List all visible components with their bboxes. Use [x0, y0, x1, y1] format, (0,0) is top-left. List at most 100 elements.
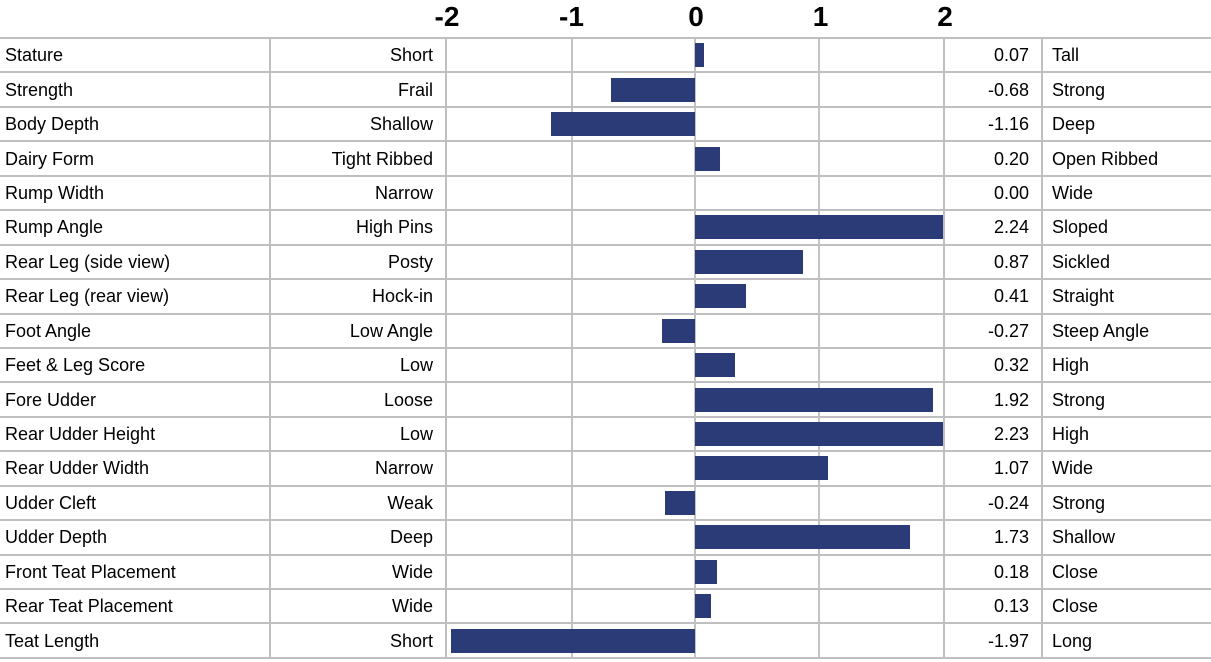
sta-bar-cell — [447, 383, 945, 416]
sta-value: 2.23 — [945, 417, 1043, 451]
sta-value: 0.13 — [945, 590, 1043, 623]
high-descriptor-label: Straight — [1052, 286, 1115, 307]
sta-bar-cell — [447, 176, 945, 210]
table-row: Udder Cleft Weak -0.24 Strong — [0, 486, 1211, 522]
sta-bar-cell — [447, 486, 945, 520]
trait-label: Rump Angle — [0, 211, 271, 244]
high-descriptor-label: Sloped — [1052, 217, 1109, 238]
trait-label: Feet & Leg Score — [0, 348, 271, 382]
sta-bar — [695, 249, 803, 274]
high-descriptor-label: Strong — [1052, 79, 1106, 100]
low-descriptor-label: Deep — [271, 521, 447, 554]
sta-bar — [695, 594, 712, 619]
sta-bar — [661, 318, 695, 343]
table-row: Rump Angle High Pins 2.24 Sloped — [0, 211, 1211, 246]
low-descriptor-label: Narrow — [271, 452, 447, 485]
sta-bar-cell — [447, 521, 945, 554]
trait-label: Rear Teat Placement — [0, 590, 271, 623]
high-descriptor-label: High — [1052, 355, 1090, 376]
axis-tick-label: -1 — [559, 1, 584, 32]
sta-bar-cell — [447, 245, 945, 279]
sta-bar-cell — [447, 280, 945, 313]
table-row: Rear Udder Width Narrow 1.07 Wide — [0, 452, 1211, 487]
trait-label: Front Teat Placement — [0, 555, 271, 588]
high-descriptor-label: Tall — [1052, 45, 1080, 66]
low-descriptor-label: Wide — [271, 590, 447, 623]
high-descriptor-label: Close — [1052, 596, 1099, 617]
trait-label: Rear Udder Height — [0, 417, 271, 451]
table-row: Rear Udder Height Low 2.23 High — [0, 417, 1211, 453]
sta-value: 0.87 — [945, 245, 1043, 279]
high-descriptor-label: Sickled — [1052, 251, 1111, 272]
sta-value: -0.68 — [945, 73, 1043, 106]
sta-bar — [695, 353, 735, 378]
low-descriptor-label: Loose — [271, 383, 447, 416]
table-row: Rump Width Narrow 0.00 Wide — [0, 176, 1211, 212]
low-descriptor-label: Narrow — [271, 176, 447, 210]
high-descriptor-label: High — [1052, 424, 1090, 445]
sta-value: 0.32 — [945, 348, 1043, 382]
low-descriptor-label: Frail — [271, 73, 447, 106]
sta-bar-cell — [447, 452, 945, 485]
low-descriptor-label: Short — [271, 39, 447, 72]
sta-bar-cell — [447, 107, 945, 141]
sta-value: 0.20 — [945, 142, 1043, 175]
sta-bar-cell — [447, 624, 945, 657]
sta-value: 1.73 — [945, 521, 1043, 554]
trait-label: Dairy Form — [0, 142, 271, 175]
trait-table: Stature Short 0.07 Tall Strength Frail -… — [0, 37, 1211, 659]
table-row: Feet & Leg Score Low 0.32 High — [0, 348, 1211, 384]
sta-bar — [695, 525, 910, 550]
sta-bar-cell — [447, 314, 945, 347]
sta-value: -1.97 — [945, 624, 1043, 657]
trait-label: Strength — [0, 73, 271, 106]
sta-value: 0.00 — [945, 176, 1043, 210]
axis-tick-label: 2 — [937, 1, 953, 32]
sta-bar — [695, 387, 934, 412]
sta-bar — [665, 490, 695, 515]
sta-bar — [695, 43, 704, 68]
high-descriptor-label: Strong — [1052, 389, 1106, 410]
sta-bar — [695, 215, 943, 240]
high-descriptor-label: Wide — [1052, 182, 1094, 203]
table-row: Udder Depth Deep 1.73 Shallow — [0, 521, 1211, 556]
high-descriptor-label: Close — [1052, 561, 1099, 582]
low-descriptor-label: Low — [271, 417, 447, 451]
sta-value: 1.92 — [945, 383, 1043, 416]
sta-bar-cell — [447, 555, 945, 588]
sta-value: -1.16 — [945, 107, 1043, 141]
sta-value: 0.18 — [945, 555, 1043, 588]
sta-bar-cell — [447, 348, 945, 382]
sta-value: 1.07 — [945, 452, 1043, 485]
low-descriptor-label: Weak — [271, 486, 447, 520]
sta-bar — [695, 284, 746, 309]
table-row: Dairy Form Tight Ribbed 0.20 Open Ribbed — [0, 142, 1211, 177]
sta-value: -0.24 — [945, 486, 1043, 520]
high-descriptor-label: Steep Angle — [1052, 320, 1150, 341]
table-row: Front Teat Placement Wide 0.18 Close — [0, 555, 1211, 590]
trait-label: Rear Leg (rear view) — [0, 280, 271, 313]
table-row: Body Depth Shallow -1.16 Deep — [0, 107, 1211, 143]
high-descriptor-label: Long — [1052, 630, 1093, 651]
sta-bar — [695, 559, 718, 584]
high-descriptor-label: Wide — [1052, 458, 1094, 479]
trait-label: Teat Length — [0, 624, 271, 657]
sta-bar — [695, 146, 720, 171]
axis-tick-label: 1 — [812, 1, 829, 32]
low-descriptor-label: Short — [271, 624, 447, 657]
sta-value: 2.24 — [945, 211, 1043, 244]
table-row: Fore Udder Loose 1.92 Strong — [0, 383, 1211, 418]
trait-label: Foot Angle — [0, 314, 271, 347]
table-row: Rear Leg (rear view) Hock-in 0.41 Straig… — [0, 280, 1211, 315]
sta-bar-cell — [447, 142, 945, 175]
high-descriptor-label: Open Ribbed — [1052, 148, 1159, 169]
low-descriptor-label: Shallow — [271, 107, 447, 141]
table-row: Teat Length Short -1.97 Long — [0, 624, 1211, 659]
low-descriptor-label: Hock-in — [271, 280, 447, 313]
trait-label: Udder Depth — [0, 521, 271, 554]
high-descriptor-label: Deep — [1052, 114, 1096, 135]
axis-tick-label: 0 — [688, 1, 704, 32]
axis-header: -2 -1 0 1 2 — [435, 0, 953, 37]
sta-bar-cell — [447, 590, 945, 623]
trait-label: Rump Width — [0, 176, 271, 210]
